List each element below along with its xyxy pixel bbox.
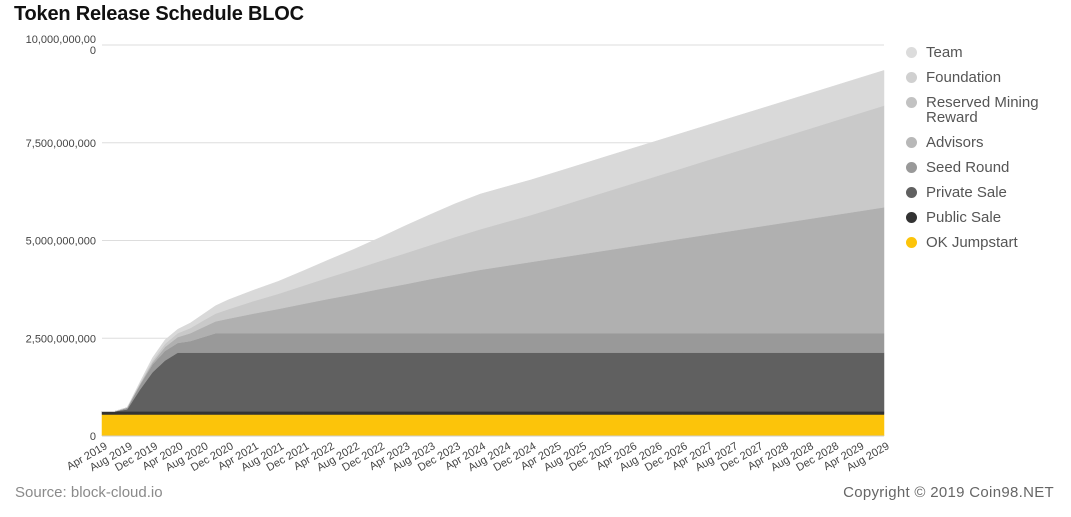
copyright-note: Copyright © 2019 Coin98.NET [843, 484, 1054, 501]
legend-swatch [906, 72, 917, 83]
legend-label: Team [926, 44, 963, 61]
legend-label: Seed Round [926, 159, 1010, 176]
legend-item-reserved-mining-reward[interactable]: Reserved Mining Reward [906, 92, 1066, 132]
chart-legend: Team Foundation Reserved Mining Reward A… [906, 42, 1066, 257]
legend-label: Public Sale [926, 209, 1002, 226]
legend-item-foundation[interactable]: Foundation [906, 67, 1066, 92]
legend-label: Foundation [926, 69, 1002, 86]
area-private-sale [102, 352, 885, 412]
y-tick-label: 5,000,000,000 [26, 236, 96, 248]
y-tick-label: 10,000,000,00 0 [26, 34, 96, 57]
y-tick-label: 7,500,000,000 [26, 138, 96, 150]
legend-item-private-sale[interactable]: Private Sale [906, 182, 1066, 207]
legend-swatch [906, 187, 917, 198]
legend-label: Private Sale [926, 184, 1007, 201]
legend-item-team[interactable]: Team [906, 42, 1066, 67]
y-tick-label: 0 [90, 431, 96, 443]
legend-swatch [906, 47, 917, 58]
area-team [102, 70, 885, 412]
chart-title: Token Release Schedule BLOC [14, 3, 304, 25]
area-ok-jumpstart [101, 414, 885, 437]
legend-swatch [906, 97, 917, 108]
legend-item-ok-jumpstart[interactable]: OK Jumpstart [906, 232, 1066, 257]
legend-label: OK Jumpstart [926, 234, 1018, 251]
legend-item-seed-round[interactable]: Seed Round [906, 157, 1066, 182]
legend-label: Reserved Mining Reward [926, 94, 1039, 126]
legend-swatch [906, 212, 917, 223]
legend-item-public-sale[interactable]: Public Sale [906, 207, 1066, 232]
legend-label: Advisors [926, 134, 984, 151]
area-public-sale [101, 411, 885, 415]
legend-swatch [906, 237, 917, 248]
y-tick-label: 2,500,000,000 [26, 333, 96, 345]
legend-swatch [906, 137, 917, 148]
source-note: Source: block-cloud.io [15, 484, 163, 501]
legend-item-advisors[interactable]: Advisors [906, 132, 1066, 157]
stacked-area-chart: 0 2,500,000,000 5,000,000,000 7,500,000,000… [26, 34, 892, 474]
legend-swatch [906, 162, 917, 173]
